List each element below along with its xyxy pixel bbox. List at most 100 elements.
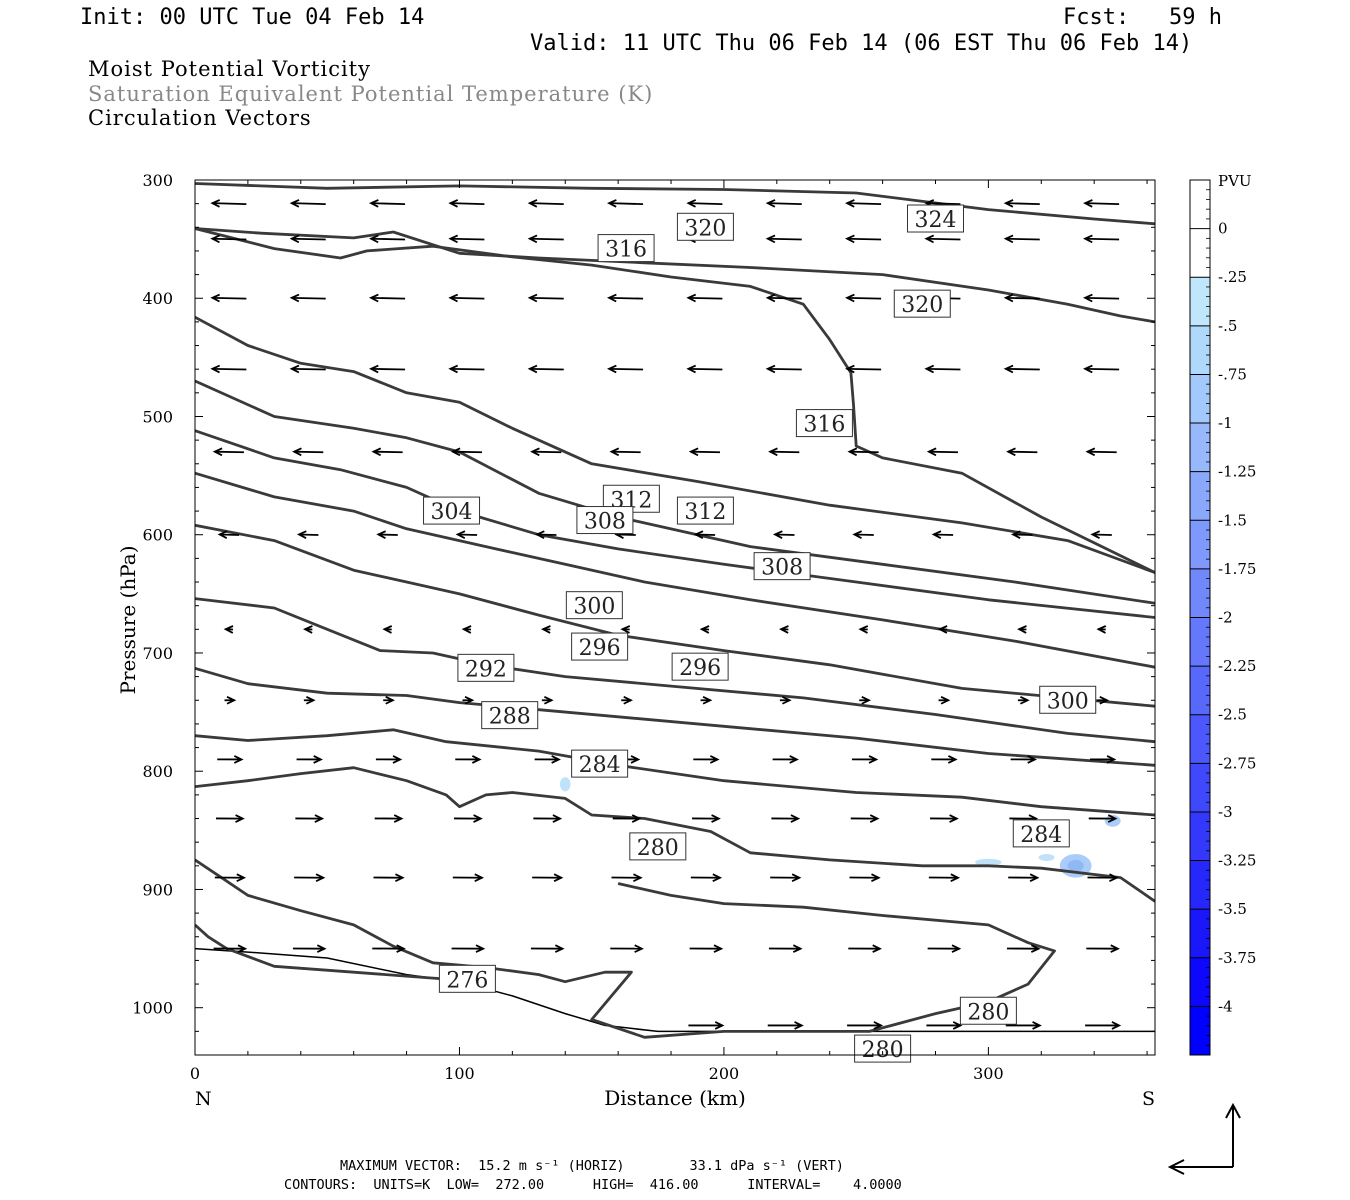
colorbar-level-label: -1 <box>1218 414 1233 432</box>
circulation-vector <box>767 1021 804 1030</box>
colorbar-level-label: -1.25 <box>1218 463 1256 481</box>
colorbar-level-label: -3.75 <box>1218 949 1256 967</box>
contour-label-296: 296 <box>571 632 629 661</box>
colorbar-swatch <box>1190 423 1210 473</box>
circulation-vector <box>607 364 644 374</box>
circulation-vector <box>289 234 326 244</box>
theta-contour-280 <box>195 858 1056 1039</box>
y-tick-label: 400 <box>142 289 173 308</box>
svg-text:296: 296 <box>579 636 621 661</box>
circulation-vector <box>530 447 562 457</box>
colorbar-level-label: -3.25 <box>1218 852 1256 870</box>
circulation-vector <box>768 447 800 457</box>
y-axis-title: Pressure (hPa) <box>116 546 140 695</box>
circulation-vector <box>858 625 869 634</box>
circulation-vector <box>772 755 799 764</box>
circulation-vector <box>931 755 958 764</box>
circulation-vector <box>1017 695 1030 705</box>
colorbar-level-label: 0 <box>1218 220 1228 238</box>
circulation-vector <box>927 944 962 953</box>
contour-label-300: 300 <box>1039 685 1097 714</box>
colorbar-swatch <box>1190 277 1210 327</box>
contour-label-284: 284 <box>1012 819 1070 848</box>
circulation-vector <box>448 234 485 244</box>
y-tick-label: 700 <box>142 644 173 663</box>
colorbar-level-label: -.75 <box>1218 365 1247 383</box>
colorbar-level-label: -4 <box>1218 997 1233 1015</box>
circulation-vector <box>376 530 398 539</box>
colorbar-swatch <box>1190 666 1210 716</box>
contour-label-280: 280 <box>959 996 1017 1025</box>
circulation-vector <box>686 293 723 303</box>
circulation-vector <box>1003 293 1040 303</box>
pv-patch-1 <box>975 858 1002 866</box>
contour-label-296: 296 <box>671 652 729 681</box>
contour-label-316: 316 <box>597 234 655 263</box>
y-tick-label: 300 <box>142 171 173 190</box>
theta-contour-312 <box>195 315 1155 574</box>
circulation-vector <box>295 814 325 823</box>
colorbar-level-label: -2.5 <box>1218 706 1247 724</box>
circulation-vector <box>850 814 880 823</box>
contour-label-316: 316 <box>795 409 853 438</box>
terrain-layer <box>195 947 1155 1033</box>
circulation-vector <box>533 814 563 823</box>
circulation-vector <box>765 364 802 374</box>
y-tick-label: 600 <box>142 526 173 545</box>
circulation-vector <box>454 814 483 823</box>
circulation-vector <box>765 199 802 208</box>
contour-label-320: 320 <box>893 289 951 318</box>
colorbar-swatch <box>1190 811 1210 862</box>
svg-text:296: 296 <box>679 656 721 681</box>
svg-text:312: 312 <box>684 500 726 525</box>
circulation-vector <box>1083 293 1120 303</box>
circulation-vector <box>294 873 326 883</box>
colorbar-level-label: -2 <box>1218 609 1233 627</box>
contour-label-280: 280 <box>854 1034 912 1063</box>
axis-layer: 300 400 500 600 700 800 900 1000 0 100 200 300 <box>132 171 1155 1083</box>
circulation-vector <box>848 944 882 953</box>
colorbar-level-label: -2.25 <box>1218 657 1256 675</box>
circulation-vector <box>210 234 247 244</box>
theta-contour-layer <box>195 182 1155 1039</box>
theta-contour-300 <box>195 471 1155 669</box>
y-tick-label: 800 <box>142 762 173 781</box>
contour-label-312: 312 <box>676 496 734 525</box>
circulation-vector <box>768 944 803 953</box>
circulation-vector <box>926 1021 963 1030</box>
svg-text:316: 316 <box>605 238 647 263</box>
theta-contour-296 <box>195 523 1155 708</box>
colorbar-swatch <box>1190 957 1210 1007</box>
circulation-vector <box>771 814 801 823</box>
x-axis-right-end-label: S <box>1142 1088 1155 1110</box>
title-line-1: Moist Potential Vorticity <box>88 57 371 81</box>
colorbar-swatch <box>1190 325 1210 375</box>
circulation-vector <box>700 695 713 705</box>
colorbar-swatch <box>1190 180 1210 230</box>
circulation-vector <box>368 293 406 303</box>
circulation-vector <box>692 814 721 823</box>
contour-label-320: 320 <box>676 212 734 241</box>
circulation-vector <box>772 530 795 539</box>
circulation-vector <box>779 625 789 634</box>
colorbar-swatch <box>1190 520 1210 570</box>
svg-text:284: 284 <box>579 753 621 778</box>
circulation-vector <box>534 530 557 539</box>
circulation-vector <box>938 695 951 705</box>
svg-text:280: 280 <box>637 836 679 861</box>
colorbar-level-label: -1.5 <box>1218 511 1247 529</box>
circulation-vector <box>1089 755 1117 764</box>
svg-text:292: 292 <box>465 657 507 682</box>
circulation-vector <box>1003 199 1040 208</box>
circulation-vector <box>534 755 561 764</box>
colorbar-level-label: -1.75 <box>1218 560 1256 578</box>
circulation-vector <box>1085 447 1117 457</box>
circulation-vector <box>931 530 954 539</box>
circulation-vector <box>612 814 642 823</box>
circulation-vector <box>1010 755 1037 764</box>
circulation-vector <box>851 755 879 764</box>
colorbar-level-label: -3 <box>1218 803 1233 821</box>
svg-text:320: 320 <box>901 293 943 318</box>
circulation-vector <box>845 234 882 244</box>
contour-label-324: 324 <box>906 204 964 233</box>
